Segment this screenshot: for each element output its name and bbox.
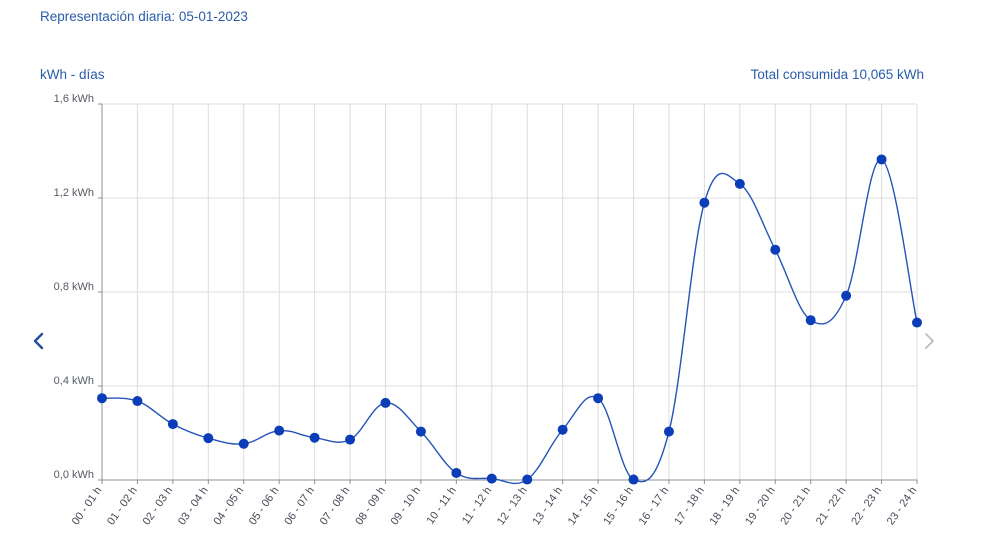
data-point[interactable] [203, 433, 214, 444]
y-tick-label: 0,4 kWh [54, 375, 94, 387]
data-point[interactable] [663, 426, 674, 437]
previous-day-button[interactable] [30, 330, 48, 352]
data-point[interactable] [699, 197, 710, 208]
x-tick-label: 01 - 02 h [105, 485, 140, 527]
x-tick-label: 02 - 03 h [141, 485, 176, 527]
x-tick-label: 04 - 05 h [211, 485, 246, 527]
x-tick-label: 12 - 13 h [495, 485, 530, 527]
data-point[interactable] [415, 426, 426, 437]
data-point[interactable] [522, 474, 533, 485]
x-tick-label: 10 - 11 h [425, 485, 459, 527]
data-point[interactable] [628, 474, 639, 485]
x-tick-label: 11 - 12 h [460, 485, 494, 527]
data-point[interactable] [451, 467, 462, 478]
chevron-left-icon [33, 332, 44, 350]
data-point[interactable] [805, 315, 816, 326]
y-tick-label: 1,6 kWh [54, 93, 94, 105]
data-point[interactable] [309, 432, 320, 443]
next-day-button[interactable] [920, 330, 938, 352]
data-point[interactable] [345, 434, 356, 445]
x-tick-label: 15 - 16 h [601, 485, 636, 527]
x-tick-label: 18 - 19 h [708, 485, 743, 527]
y-tick-labels: 0,0 kWh 0,4 kWh 0,8 kWh 1,2 kWh 1,6 kWh [54, 93, 94, 481]
series [97, 154, 922, 485]
x-tick-label: 20 - 21 h [778, 485, 813, 527]
x-tick-label: 07 - 08 h [318, 485, 353, 527]
x-tick-label: 05 - 06 h [247, 485, 282, 527]
data-point[interactable] [557, 424, 568, 435]
y-axis-unit-label: kWh - días [40, 67, 105, 82]
data-point[interactable] [770, 244, 781, 255]
x-tick-label: 08 - 09 h [353, 485, 388, 527]
x-tick-label: 21 - 22 h [814, 485, 849, 527]
chevron-right-icon [925, 333, 934, 349]
x-tick-label: 13 - 14 h [530, 485, 565, 527]
grid [101, 103, 918, 481]
axes [98, 103, 918, 484]
data-point[interactable] [876, 154, 887, 165]
data-point[interactable] [380, 397, 391, 408]
data-point[interactable] [593, 393, 604, 404]
data-point[interactable] [841, 290, 852, 301]
x-tick-labels: 00 - 01 h 01 - 02 h 02 - 03 h 03 - 04 h 04 -… [70, 485, 920, 527]
data-point[interactable] [132, 396, 143, 407]
x-tick-label: 14 - 15 h [566, 485, 601, 527]
x-tick-label: 17 - 18 h [672, 485, 707, 527]
y-tick-label: 0,8 kWh [54, 281, 94, 293]
chart-title: Representación diaria: 05-01-2023 [40, 9, 248, 24]
data-point[interactable] [274, 425, 285, 436]
x-tick-label: 16 - 17 h [637, 485, 672, 527]
data-point[interactable] [238, 438, 249, 449]
x-tick-label: 19 - 20 h [743, 485, 778, 527]
x-tick-label: 22 - 23 h [849, 485, 884, 527]
x-tick-label: 06 - 07 h [282, 485, 317, 527]
y-tick-label: 1,2 kWh [54, 187, 94, 199]
x-tick-label: 03 - 04 h [176, 485, 211, 527]
y-tick-label: 0,0 kWh [54, 469, 94, 481]
data-point[interactable] [734, 178, 745, 189]
x-tick-label: 23 - 24 h [885, 485, 920, 527]
data-point[interactable] [486, 473, 497, 484]
data-point[interactable] [912, 317, 922, 328]
x-tick-label: 00 - 01 h [70, 485, 105, 527]
total-consumption: Total consumida 10,065 kWh [750, 67, 924, 82]
data-point[interactable] [97, 393, 107, 404]
data-point[interactable] [167, 419, 178, 430]
x-tick-label: 09 - 10 h [389, 485, 424, 527]
series-line [101, 158, 918, 485]
